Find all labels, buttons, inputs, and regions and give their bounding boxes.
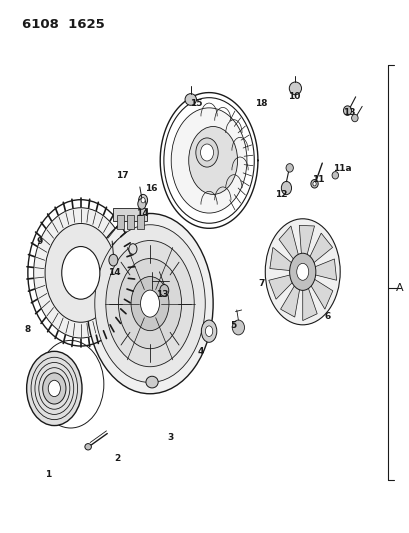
Text: 15: 15 xyxy=(189,99,202,108)
Text: 17: 17 xyxy=(116,171,129,180)
Text: 11a: 11a xyxy=(333,164,351,173)
Ellipse shape xyxy=(118,259,181,349)
Ellipse shape xyxy=(281,181,291,195)
Ellipse shape xyxy=(351,114,357,122)
Bar xyxy=(126,215,134,229)
Ellipse shape xyxy=(146,376,158,388)
Text: 11: 11 xyxy=(311,175,324,184)
Polygon shape xyxy=(279,226,300,268)
Ellipse shape xyxy=(312,182,315,186)
Text: 12: 12 xyxy=(274,190,287,199)
Ellipse shape xyxy=(138,195,147,206)
Text: 13: 13 xyxy=(155,289,168,298)
Ellipse shape xyxy=(34,208,128,338)
Text: 8: 8 xyxy=(25,325,31,334)
Text: 3: 3 xyxy=(167,433,173,442)
Ellipse shape xyxy=(141,198,145,203)
Ellipse shape xyxy=(85,443,91,450)
Ellipse shape xyxy=(48,380,60,397)
Text: 14: 14 xyxy=(135,209,148,218)
Ellipse shape xyxy=(200,144,213,161)
Ellipse shape xyxy=(131,277,169,330)
Ellipse shape xyxy=(201,320,216,342)
Ellipse shape xyxy=(331,172,338,179)
Ellipse shape xyxy=(289,253,315,290)
Polygon shape xyxy=(269,247,297,271)
Ellipse shape xyxy=(94,225,205,383)
Ellipse shape xyxy=(27,351,82,425)
Polygon shape xyxy=(299,225,314,265)
Polygon shape xyxy=(280,278,301,317)
Polygon shape xyxy=(306,259,336,280)
Text: 9: 9 xyxy=(37,237,43,246)
Polygon shape xyxy=(302,278,317,320)
Ellipse shape xyxy=(232,320,244,335)
Ellipse shape xyxy=(343,106,351,115)
Ellipse shape xyxy=(310,180,317,188)
Ellipse shape xyxy=(205,326,212,336)
Text: 16: 16 xyxy=(145,183,157,192)
Text: 4: 4 xyxy=(197,347,204,356)
Ellipse shape xyxy=(188,126,237,195)
Ellipse shape xyxy=(87,214,213,394)
Ellipse shape xyxy=(140,290,159,317)
Ellipse shape xyxy=(137,199,146,209)
Bar xyxy=(137,215,144,229)
Text: 10: 10 xyxy=(288,92,300,101)
Ellipse shape xyxy=(265,219,339,325)
Text: 5: 5 xyxy=(230,321,236,330)
Bar xyxy=(116,215,124,229)
Ellipse shape xyxy=(128,244,137,254)
Text: 6: 6 xyxy=(323,312,330,321)
Ellipse shape xyxy=(171,108,246,213)
Text: 6108  1625: 6108 1625 xyxy=(22,18,104,31)
Ellipse shape xyxy=(196,138,218,167)
Text: 13: 13 xyxy=(342,108,355,117)
Ellipse shape xyxy=(60,370,81,398)
Ellipse shape xyxy=(296,263,308,280)
Ellipse shape xyxy=(285,164,293,172)
Ellipse shape xyxy=(289,82,301,95)
Text: 1: 1 xyxy=(45,470,51,479)
Polygon shape xyxy=(112,208,147,221)
Polygon shape xyxy=(306,274,332,309)
Text: 2: 2 xyxy=(114,454,120,463)
Ellipse shape xyxy=(109,254,117,266)
Ellipse shape xyxy=(62,247,100,299)
Ellipse shape xyxy=(45,223,116,322)
Ellipse shape xyxy=(43,373,66,404)
Text: 18: 18 xyxy=(254,99,267,108)
Ellipse shape xyxy=(106,240,194,367)
Polygon shape xyxy=(268,273,299,299)
Ellipse shape xyxy=(160,285,169,296)
Ellipse shape xyxy=(184,94,196,106)
Text: 7: 7 xyxy=(258,279,265,288)
Polygon shape xyxy=(305,233,332,268)
Text: 14: 14 xyxy=(108,268,121,277)
Text: A: A xyxy=(395,282,402,293)
